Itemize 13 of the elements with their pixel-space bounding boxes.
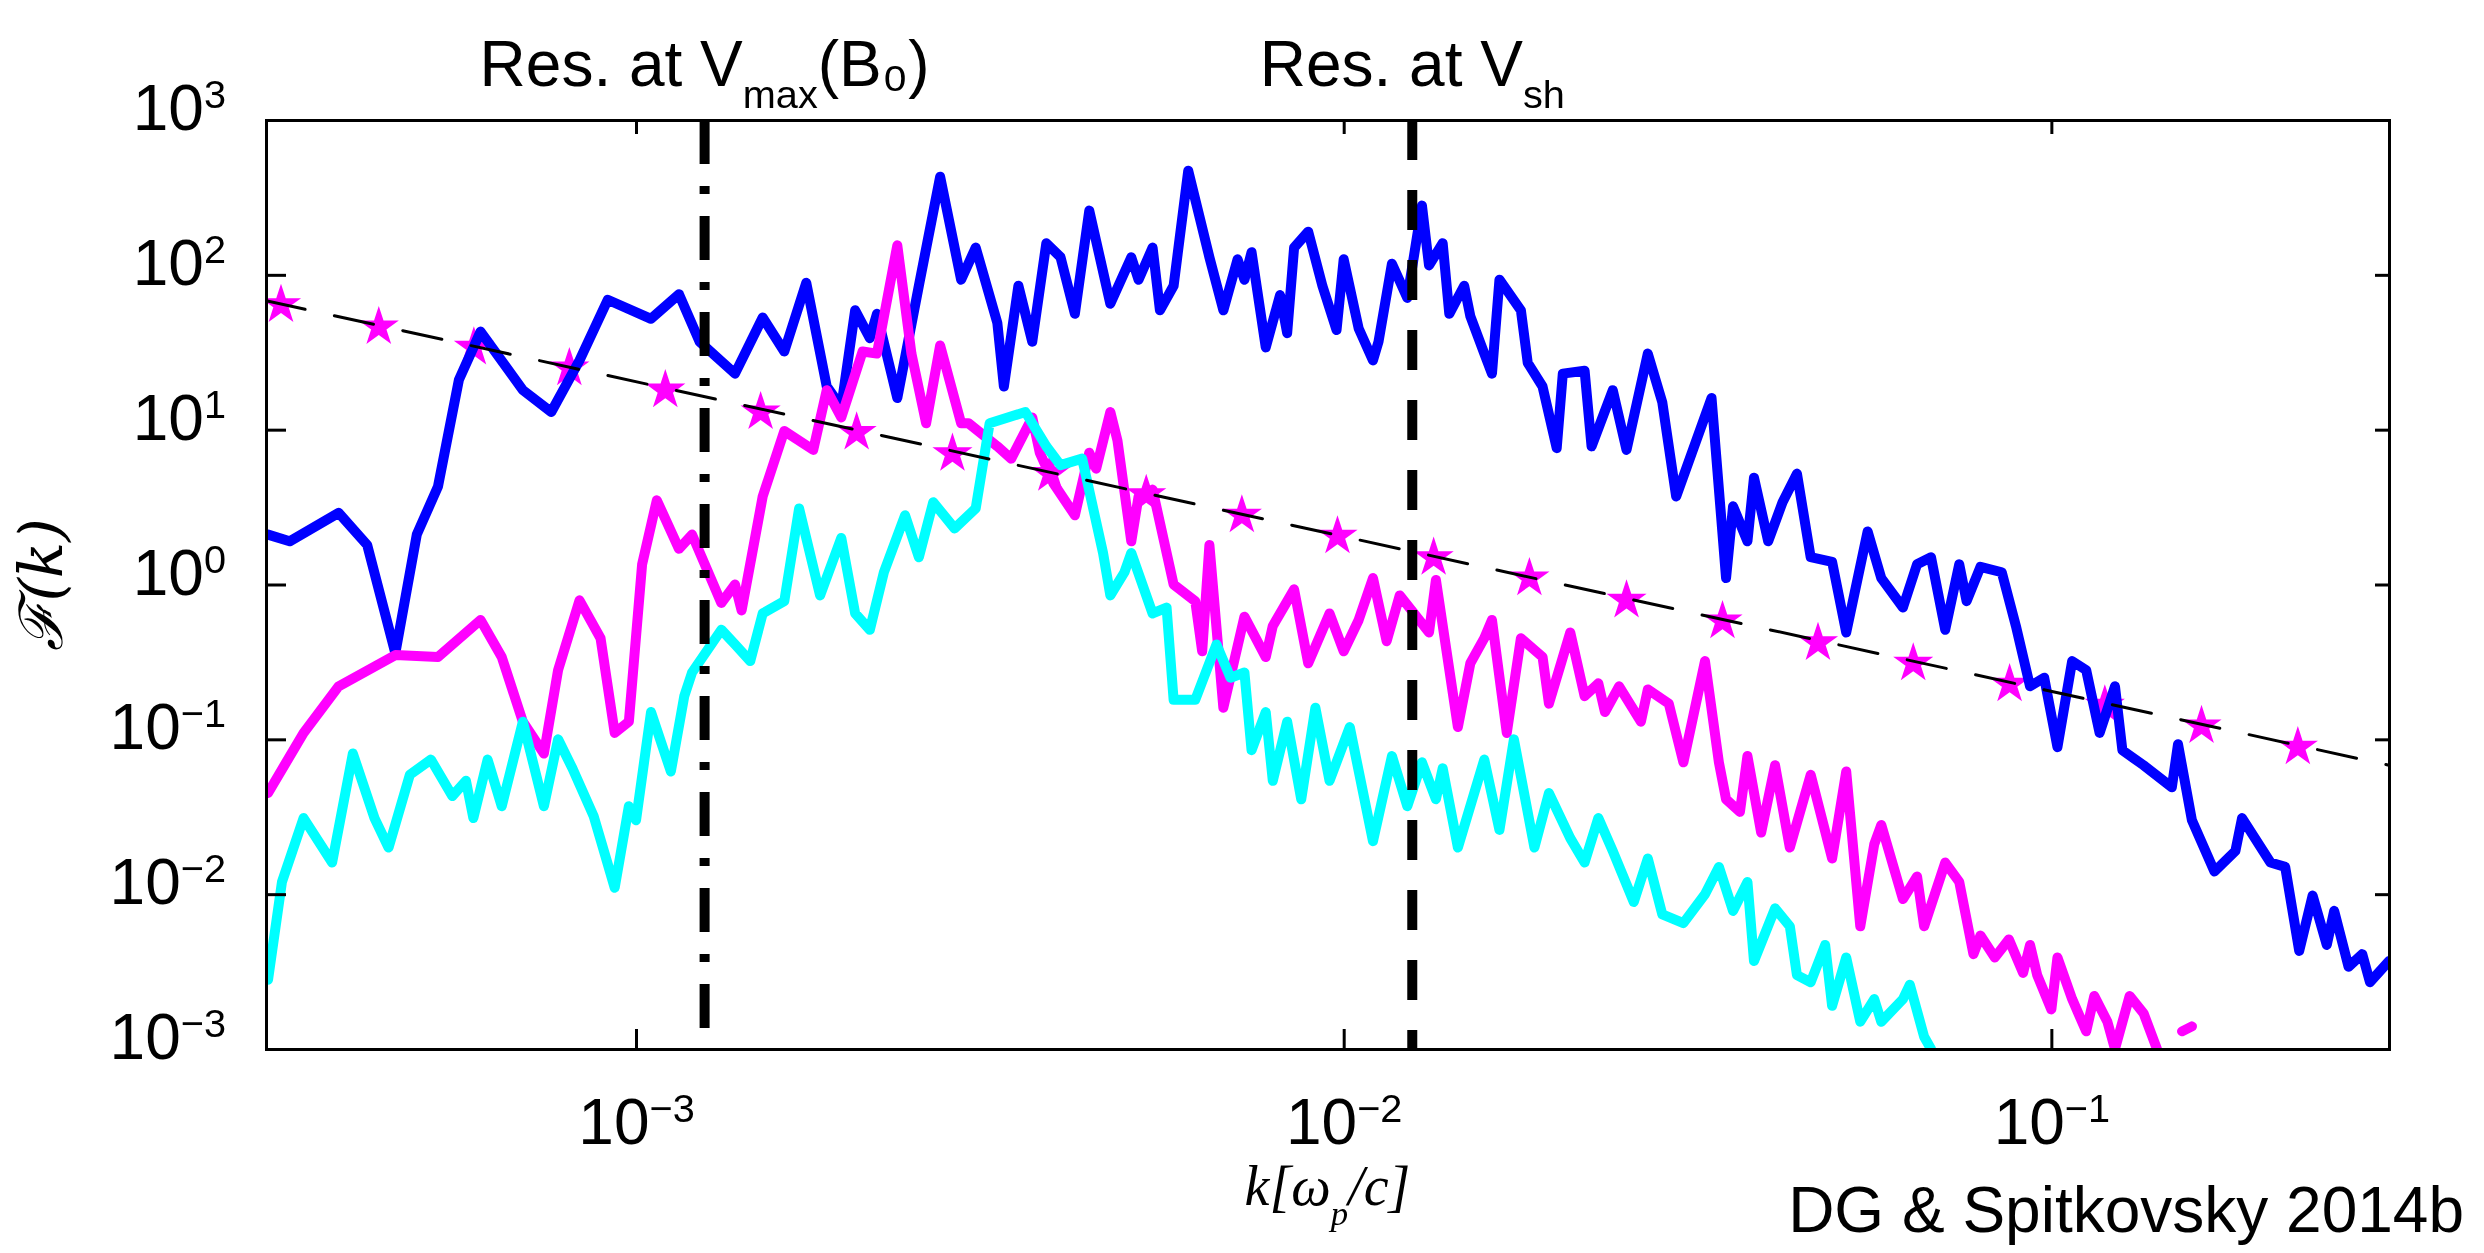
y-tick-label: 10$^{−1}$ xyxy=(109,691,226,764)
y-tick-label: 10$^{−3}$ xyxy=(109,1001,226,1074)
y-tick-label: 10$^{2}$ xyxy=(132,226,226,299)
y-tick-label: 10$^{−2}$ xyxy=(109,846,226,919)
ref-line-label: Res. at V$_{sh}$ xyxy=(1259,28,1565,116)
y-tick-label: 10$^{3}$ xyxy=(132,72,226,145)
y-tick-label: 10$^{1}$ xyxy=(132,381,226,454)
y-tick-label: 10$^{0}$ xyxy=(132,536,226,609)
x-tick-label: 10$^{−1}$ xyxy=(1993,1086,2111,1159)
x-tick-label: 10$^{−3}$ xyxy=(578,1086,695,1159)
ref-line-label: Res. at V$_{max}$(B₀) xyxy=(479,28,930,116)
text: DG & Spitkovsky 2014b xyxy=(1788,1174,2464,1246)
y-axis-title: ℱ(k) xyxy=(6,518,76,651)
